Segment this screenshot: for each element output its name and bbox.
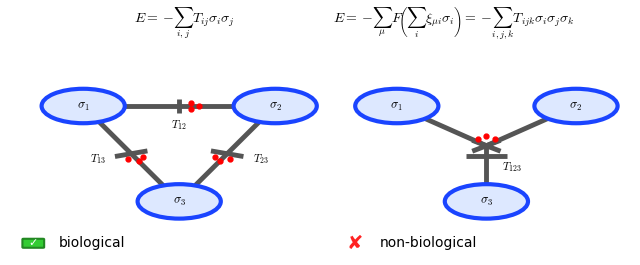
Text: $E = -\!\sum_{\mu} F\!\left(\sum_{i} \xi_{\mu i}\sigma_i\right) = -\!\sum_{i,j,k: $E = -\!\sum_{\mu} F\!\left(\sum_{i} \xi… (333, 5, 574, 42)
Circle shape (445, 184, 528, 219)
Circle shape (355, 89, 438, 123)
Text: $\sigma_2$: $\sigma_2$ (570, 99, 582, 113)
Text: non-biological: non-biological (380, 236, 477, 250)
Text: $\sigma_3$: $\sigma_3$ (480, 195, 493, 208)
Circle shape (42, 89, 125, 123)
Text: $\sigma_1$: $\sigma_1$ (77, 99, 90, 113)
Text: $\sigma_1$: $\sigma_1$ (390, 99, 403, 113)
Text: $\sigma_3$: $\sigma_3$ (173, 195, 186, 208)
Text: $T_{23}$: $T_{23}$ (253, 152, 269, 166)
Circle shape (534, 89, 618, 123)
Text: $T_{13}$: $T_{13}$ (90, 152, 106, 166)
Circle shape (138, 184, 221, 219)
Text: $E = -\!\sum_{i,j} T_{ij}\sigma_i\sigma_j$: $E = -\!\sum_{i,j} T_{ij}\sigma_i\sigma_… (134, 5, 235, 41)
Text: ✘: ✘ (347, 234, 364, 253)
Text: $T_{123}$: $T_{123}$ (502, 160, 522, 174)
Circle shape (234, 89, 317, 123)
Text: $T_{12}$: $T_{12}$ (172, 118, 187, 132)
FancyBboxPatch shape (22, 239, 44, 248)
Text: biological: biological (59, 236, 125, 250)
Text: ✓: ✓ (29, 238, 38, 248)
Text: $\sigma_2$: $\sigma_2$ (269, 99, 282, 113)
